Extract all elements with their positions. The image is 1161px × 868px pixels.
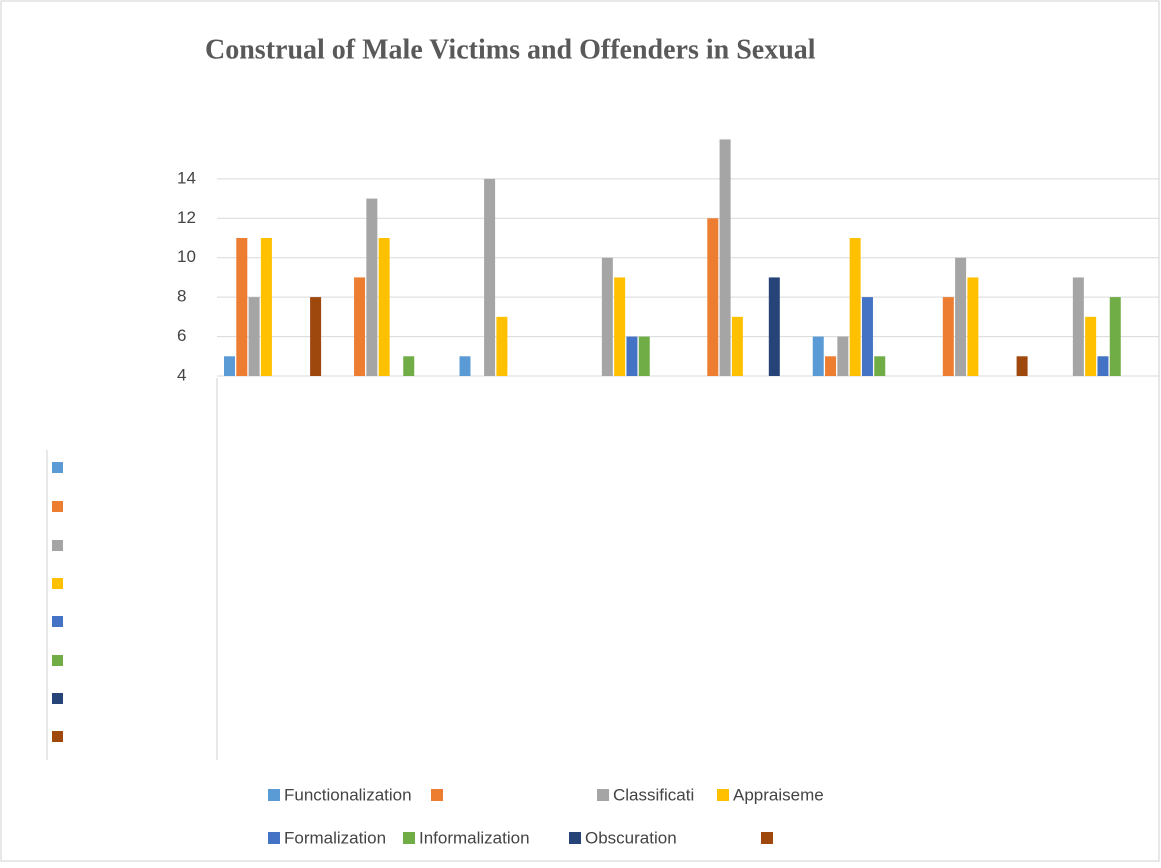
legend-label: Informalization [419,828,530,847]
bar [849,238,861,376]
bar [638,336,650,376]
side-swatches [52,462,63,742]
y-tick-label: 6 [177,326,186,345]
legend-swatch [761,832,773,844]
bar [1016,356,1028,376]
bar [861,297,873,376]
bar [614,277,626,376]
bar [310,297,322,376]
bar [874,356,886,376]
y-tick-label: 8 [177,287,186,306]
swatch [52,616,63,627]
legend-swatch [717,789,729,801]
swatch [52,462,63,473]
bar [825,356,837,376]
bar [719,139,731,376]
bar [366,198,378,376]
bar [601,257,613,376]
bar [837,336,849,376]
legend-label: Obscuration [585,828,677,847]
legend-label: Functionalization [284,785,412,804]
legend-swatch [268,832,280,844]
bar [236,238,248,376]
y-tick-label: 12 [177,208,196,227]
legend-swatch [569,832,581,844]
bar [707,218,719,376]
swatch [52,731,63,742]
y-tick-label: 14 [177,168,196,187]
bar [768,277,780,376]
bar [248,297,260,376]
bar [403,356,415,376]
bar [1072,277,1084,376]
legend-swatch [597,789,609,801]
bar [731,316,743,376]
legend-swatch [431,789,443,801]
legend-label: Formalization [284,828,386,847]
swatch [52,501,63,512]
bar [484,178,496,376]
legend-swatch [268,789,280,801]
bar [1085,316,1097,376]
bar [812,336,824,376]
chart-title: Construal of Male Victims and Offenders … [205,34,816,65]
bar [459,356,471,376]
swatch [52,693,63,704]
bar [496,316,508,376]
swatch [52,655,63,666]
bar [354,277,366,376]
y-tick-label: 10 [177,247,196,266]
bar [955,257,967,376]
legend-swatch [403,832,415,844]
bar [626,336,638,376]
bar [1109,297,1121,376]
bar [967,277,979,376]
bar [224,356,235,376]
y-tick-label: 4 [177,365,186,384]
bar [1097,356,1109,376]
bar [942,297,954,376]
bar [378,238,390,376]
bar [260,238,272,376]
swatch [52,540,63,551]
swatch [52,578,63,589]
legend-label: Appraiseme [733,785,824,804]
legend-label: Classificati [613,785,694,804]
